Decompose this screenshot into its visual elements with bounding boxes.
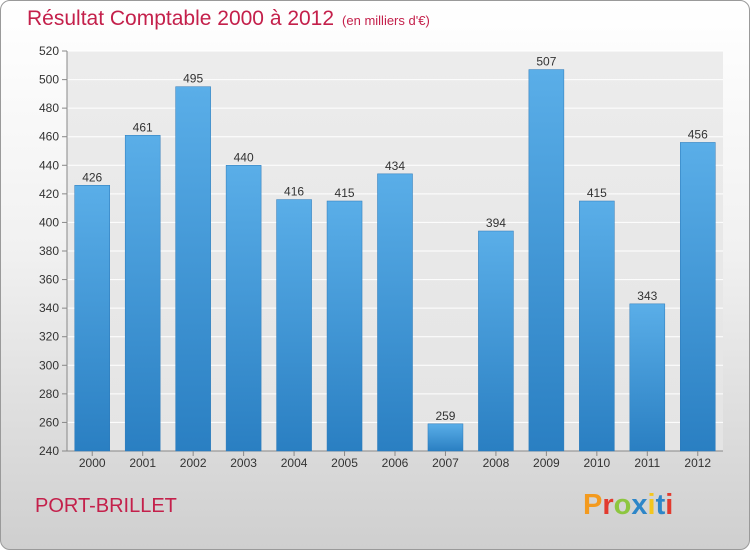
- x-tick-label-2012: 2012: [684, 456, 711, 470]
- bar-2010: [579, 200, 615, 452]
- data-label-2006: 434: [385, 159, 405, 173]
- y-tick-label: 420: [39, 187, 59, 201]
- bar-2001: [124, 135, 161, 452]
- y-tick-label: 300: [39, 358, 59, 372]
- bar-2011: [629, 303, 666, 452]
- bar-2009: [528, 69, 565, 452]
- bar-2008: [478, 230, 514, 452]
- x-tick-label-2009: 2009: [533, 456, 560, 470]
- data-label-2000: 426: [82, 170, 102, 184]
- data-label-2011: 343: [637, 289, 657, 303]
- bar-2007: [427, 423, 464, 452]
- chart-title: Résultat Comptable 2000 à 2012 (en millie…: [27, 7, 430, 31]
- x-tick-label-2008: 2008: [483, 456, 510, 470]
- x-tick-label-2006: 2006: [382, 456, 409, 470]
- logo-letter: r: [602, 489, 614, 521]
- data-label-2001: 461: [133, 120, 153, 134]
- data-label-2008: 394: [486, 216, 506, 230]
- x-tick-label-2000: 2000: [79, 456, 106, 470]
- bar-2005: [326, 200, 363, 452]
- x-tick-label-2007: 2007: [432, 456, 459, 470]
- commune-name: PORT-BRILLET: [35, 495, 177, 517]
- logo-letter: x: [631, 489, 648, 521]
- y-tick-label: 260: [39, 415, 59, 429]
- data-label-2003: 440: [234, 150, 254, 164]
- data-label-2005: 415: [335, 186, 355, 200]
- bar-2002: [175, 86, 211, 452]
- bar-2003: [225, 165, 262, 452]
- data-label-2007: 259: [435, 409, 455, 423]
- y-tick-label: 480: [39, 101, 59, 115]
- y-tick-label: 280: [39, 387, 59, 401]
- y-tick-label: 500: [39, 73, 59, 87]
- y-tick-label: 320: [39, 330, 59, 344]
- x-tick-label-2003: 2003: [230, 456, 257, 470]
- x-tick-label-2004: 2004: [281, 456, 308, 470]
- bar-2006: [377, 173, 413, 452]
- proxiti-logo: Proxiti: [583, 489, 673, 522]
- y-tick-label: 360: [39, 273, 59, 287]
- y-tick-label: 440: [39, 158, 59, 172]
- bar-chart: 240 260 280 300 320 340 360 380 400 420 440 460 480 5…: [39, 44, 723, 470]
- logo-letter: o: [613, 489, 632, 521]
- x-tick-label-2002: 2002: [180, 456, 207, 470]
- y-tick-label: 240: [39, 444, 59, 458]
- logo-letter: P: [583, 489, 603, 521]
- x-tick-label-2001: 2001: [129, 456, 156, 470]
- bar-2004: [276, 199, 312, 452]
- logo-letter: i: [665, 489, 674, 521]
- bar-2000: [74, 185, 110, 452]
- logo-letter: i: [647, 489, 656, 521]
- x-tick-label-2010: 2010: [583, 456, 610, 470]
- x-tick-label-2011: 2011: [634, 456, 660, 470]
- y-tick-label: 340: [39, 301, 59, 315]
- y-tick-label: 380: [39, 244, 59, 258]
- chart-unit: (en milliers d'€): [342, 13, 430, 28]
- chart-title-text: Résultat Comptable 2000 à 2012: [27, 7, 335, 30]
- y-tick-label: 520: [39, 44, 59, 58]
- bar-2012: [680, 142, 716, 452]
- y-tick-label: 400: [39, 215, 59, 229]
- data-label-2010: 415: [587, 186, 607, 200]
- data-label-2012: 456: [688, 127, 708, 141]
- y-tick-label: 460: [39, 130, 59, 144]
- data-label-2002: 495: [183, 72, 203, 86]
- data-label-2009: 507: [536, 55, 556, 69]
- logo-letter: t: [655, 489, 666, 521]
- x-tick-label-2005: 2005: [331, 456, 358, 470]
- data-label-2004: 416: [284, 185, 304, 199]
